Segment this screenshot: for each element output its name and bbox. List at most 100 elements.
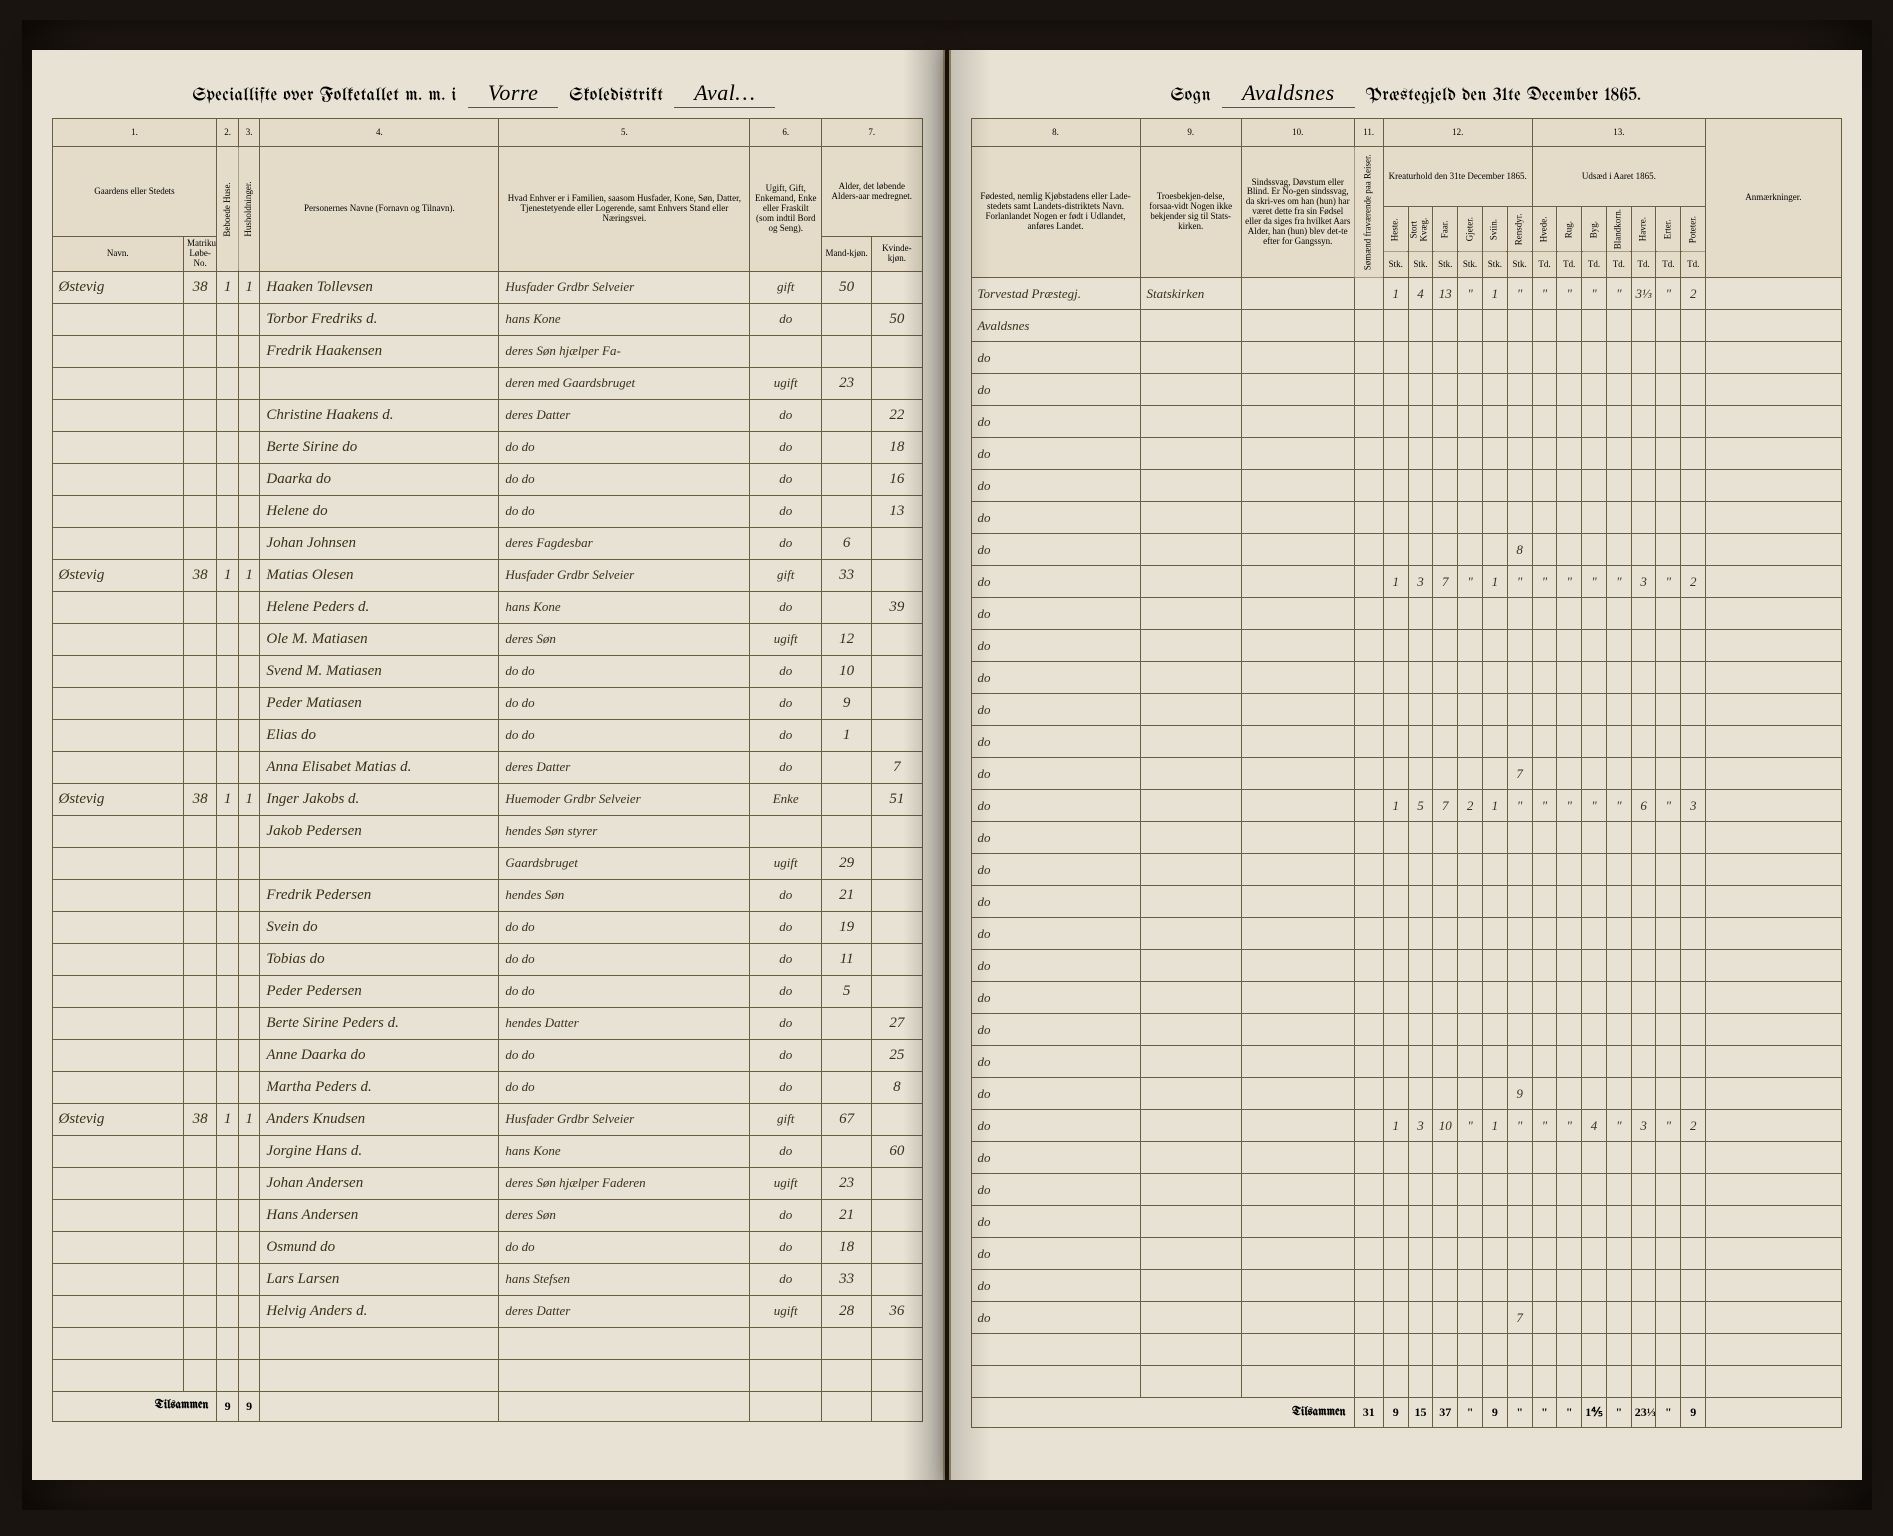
cell [1656,1366,1681,1398]
cell [1582,694,1607,726]
cell [1482,1206,1507,1238]
cell [1458,1366,1483,1398]
cell: deres Fagdesbar [499,527,750,559]
k13-5: Erter. [1656,207,1681,252]
cell: 3 [1408,566,1433,598]
cell [1606,1078,1631,1110]
cell [1681,758,1706,790]
cell [183,751,216,783]
cell [1458,1206,1483,1238]
cell: deres Søn hjælper Fa- [499,335,750,367]
cell [1582,310,1607,342]
cell [1408,1270,1433,1302]
cell [822,495,872,527]
cell [1241,790,1354,822]
cell [1656,822,1681,854]
cell [217,591,239,623]
cell [238,495,260,527]
cell [1354,1366,1383,1398]
cell [1241,310,1354,342]
cell: " [1606,566,1631,598]
cell [1656,726,1681,758]
cell: do [971,1078,1140,1110]
cell [1458,470,1483,502]
cell: " [1458,1110,1483,1142]
cell [1507,502,1532,534]
cell [1433,342,1458,374]
cell: Helene do [260,495,499,527]
table-row: Østevig3811Matias OlesenHusfader Grdbr S… [52,559,922,591]
cell [1241,1142,1354,1174]
table-row: Tobias dodo dodo11 [52,943,922,975]
cell [1631,438,1656,470]
cell: 12 [822,623,872,655]
cell [1681,1014,1706,1046]
cell: do do [499,943,750,975]
cell: " [1557,278,1582,310]
cell [1458,438,1483,470]
cell: 7 [1433,566,1458,598]
cell: 33 [822,559,872,591]
cell [52,719,183,751]
cell [1408,310,1433,342]
k12-4: Sviin. [1482,207,1507,252]
cell [1354,918,1383,950]
cell: do [750,943,822,975]
cell [1140,1206,1241,1238]
cell: do do [499,431,750,463]
cell [238,1199,260,1231]
cell [217,303,239,335]
cell [1706,918,1841,950]
cell [1354,1142,1383,1174]
k13-6: Poteter. [1681,207,1706,252]
cell [1656,598,1681,630]
cell [1241,758,1354,790]
cell [1408,342,1433,374]
cell [238,1327,260,1359]
cell [1433,1238,1458,1270]
cell [1507,694,1532,726]
cell: 33 [822,1263,872,1295]
cell [1482,1238,1507,1270]
table-row: Fredrik Haakensenderes Søn hjælper Fa- [52,335,922,367]
cell [1140,758,1241,790]
cell [1433,598,1458,630]
cell [183,495,216,527]
table-row: Helene dodo dodo13 [52,495,922,527]
cell [1557,1302,1582,1334]
cell [1482,1270,1507,1302]
table-row: Peder Pedersendo dodo5 [52,975,922,1007]
cell [1354,790,1383,822]
cell: Svein do [260,911,499,943]
left-tbody: Østevig3811Haaken TollevsenHusfader Grdb… [52,271,922,1391]
k12u-0: Stk. [1383,252,1408,278]
cell [1656,694,1681,726]
cell [1140,566,1241,598]
cell [217,1007,239,1039]
cell: 1 [1383,790,1408,822]
cell [1532,886,1557,918]
cell: " [1532,790,1557,822]
k12u-1: Stk. [1408,252,1433,278]
cell [1606,1206,1631,1238]
cell [1557,502,1582,534]
cell [1582,502,1607,534]
cell [1433,662,1458,694]
cell [217,367,239,399]
cell [238,463,260,495]
coln-13: 13. [1532,119,1706,147]
cell [822,1039,872,1071]
cell [1241,470,1354,502]
cell: 38 [183,271,216,303]
cell [1631,950,1656,982]
cell [1408,1142,1433,1174]
cell: " [1532,566,1557,598]
k13u-0: Td. [1532,252,1557,278]
table-row: do9 [971,1078,1841,1110]
cell [1241,726,1354,758]
cell [1383,374,1408,406]
cell [750,335,822,367]
cell: deres Datter [499,1295,750,1327]
cell [217,1167,239,1199]
cell [1408,886,1433,918]
